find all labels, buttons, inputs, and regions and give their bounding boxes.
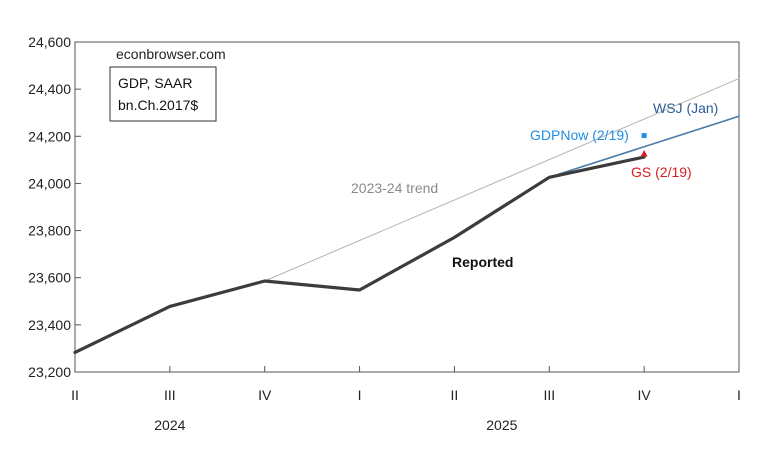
- y-tick-label: 24,200: [28, 128, 71, 144]
- y-tick-label: 24,000: [28, 175, 71, 191]
- y-tick-label: 23,800: [28, 223, 71, 239]
- y-tick-label: 23,400: [28, 317, 71, 333]
- legend-line-2: bn.Ch.2017$: [118, 97, 198, 113]
- year-label: 2025: [486, 417, 517, 433]
- plot-frame: [74, 41, 740, 373]
- x-tick-label: II: [71, 387, 79, 403]
- y-tick-label: 23,600: [28, 270, 71, 286]
- trend-label: 2023-24 trend: [351, 180, 438, 196]
- series-line-reported: [73, 155, 646, 355]
- point-gdpnow-2-19: [641, 133, 647, 139]
- points-layer: [640, 133, 648, 157]
- series-line-wsj-jan: [548, 115, 740, 179]
- wsj-label: WSJ (Jan): [653, 100, 718, 116]
- x-tick-label: II: [451, 387, 459, 403]
- series-line-2023-24-trend: [264, 78, 740, 282]
- x-tick-label: III: [543, 387, 555, 403]
- source-label: econbrowser.com: [116, 46, 226, 62]
- gdpnow-label: GDPNow (2/19): [530, 127, 629, 143]
- point-gs-2-19: [640, 149, 648, 157]
- reported-label: Reported: [452, 254, 513, 270]
- legend-line-1: GDP, SAAR: [118, 75, 192, 91]
- x-tick-label: IV: [258, 387, 272, 403]
- x-tick-label: I: [737, 387, 741, 403]
- y-axis: 23,200 23,400 23,600 23,800 24,000 24,200 24,4…: [28, 34, 81, 380]
- y-tick-label: 24,600: [28, 34, 71, 50]
- x-tick-label: I: [358, 387, 362, 403]
- y-tick-label: 23,200: [28, 364, 71, 380]
- x-tick-label: IV: [638, 387, 652, 403]
- gs-label: GS (2/19): [631, 164, 692, 180]
- series-layer: [73, 78, 740, 355]
- y-tick-label: 24,400: [28, 81, 71, 97]
- x-tick-label: III: [164, 387, 176, 403]
- legend-box: GDP, SAAR bn.Ch.2017$: [109, 66, 217, 122]
- year-label: 2024: [154, 417, 185, 433]
